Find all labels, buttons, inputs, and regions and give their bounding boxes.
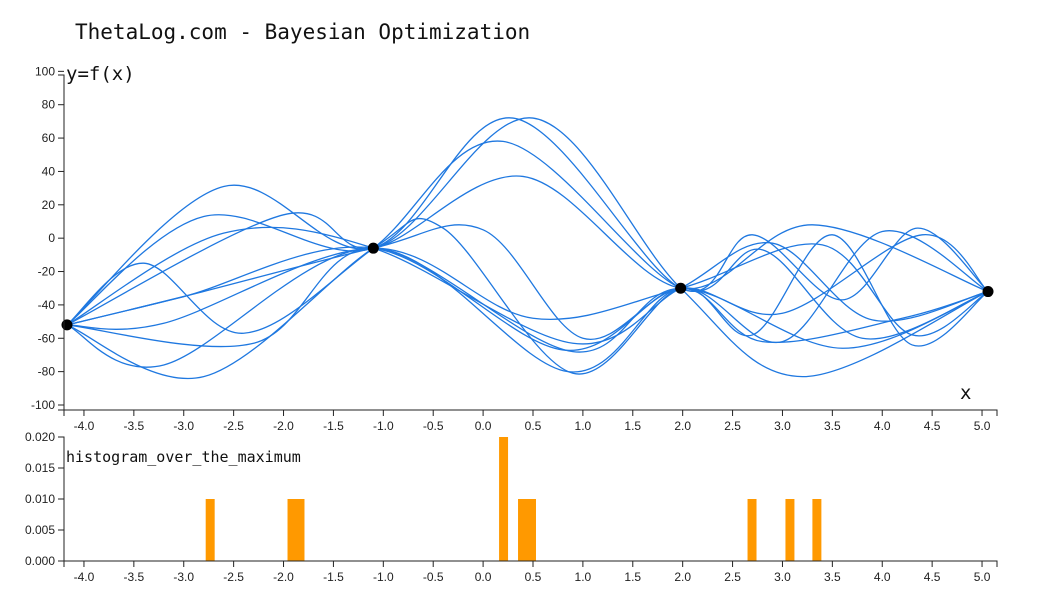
bottom-x-tick-label: -3.5 xyxy=(124,570,145,584)
bottom-x-tick-label: -2.0 xyxy=(273,570,294,584)
sample-curve xyxy=(66,243,989,337)
x-axis-label: x xyxy=(960,382,971,404)
bottom-x-tick-label: 2.0 xyxy=(674,570,691,584)
top-x-tick-label: -2.5 xyxy=(223,419,244,433)
top-x-tick-label: -1.5 xyxy=(323,419,344,433)
bottom-x-tick-label: 4.0 xyxy=(874,570,891,584)
bottom-x-tick-label: -1.0 xyxy=(373,570,394,584)
sample-curves xyxy=(66,117,989,380)
bottom-y-tick-label: 0.015 xyxy=(25,461,55,475)
top-x-tick-label: -2.0 xyxy=(273,419,294,433)
top-x-tick-label: -3.0 xyxy=(173,419,194,433)
sample-curve xyxy=(66,224,989,341)
observed-point xyxy=(982,286,994,298)
bottom-x-tick-label: -4.0 xyxy=(74,570,95,584)
top-x-tick-label: 1.0 xyxy=(575,419,592,433)
top-y-tick-label: -40 xyxy=(38,298,56,312)
histogram-label: histogram_over_the_maximum xyxy=(66,448,301,466)
bottom-y-tick-label: 0.020 xyxy=(25,430,55,444)
top-y-tick-label: 0 xyxy=(48,231,55,245)
top-x-tick-label: -4.0 xyxy=(74,419,95,433)
bottom-x-tick-label: -0.5 xyxy=(423,570,444,584)
top-x-tick-label: 4.0 xyxy=(874,419,891,433)
top-y-tick-label: -80 xyxy=(38,365,56,379)
sample-curve xyxy=(66,117,989,378)
bottom-y-tick-label: 0.000 xyxy=(25,554,55,568)
histogram-bar xyxy=(499,437,509,561)
top-y-axis-line xyxy=(58,74,65,411)
sample-curve xyxy=(66,230,989,373)
top-x-tick-label: 1.5 xyxy=(624,419,641,433)
bottom-x-tick-label: 1.0 xyxy=(575,570,592,584)
bottom-x-axis-line xyxy=(63,560,998,567)
function-samples-chart: -100 -80 -60 -40 -20 0 20 40 60 80 100 -4.0 -3.5 -3.0… xyxy=(31,63,998,433)
top-x-tick-label: 2.0 xyxy=(674,419,691,433)
top-x-tick-label: 0.5 xyxy=(525,419,542,433)
top-y-tick-label: -20 xyxy=(38,265,56,279)
bottom-x-tick-label: -2.5 xyxy=(223,570,244,584)
bottom-x-tick-label: 1.5 xyxy=(624,570,641,584)
top-x-tick-label: -0.5 xyxy=(423,419,444,433)
top-x-tick-label: 3.0 xyxy=(774,419,791,433)
bottom-x-tick-label: 3.5 xyxy=(824,570,841,584)
bottom-x-tick-label: 5.0 xyxy=(974,570,991,584)
top-x-axis-line xyxy=(63,409,998,416)
sample-curve xyxy=(66,117,989,326)
histogram-bar xyxy=(812,499,822,561)
histogram-bar xyxy=(518,499,536,561)
bottom-x-tick-label: -1.5 xyxy=(323,570,344,584)
histogram-chart: 0.000 0.005 0.010 0.015 0.020 -4.0 -3.5 -3.0 -2.… xyxy=(25,430,998,584)
bottom-y-tick-label: 0.005 xyxy=(25,523,55,537)
histogram-bar xyxy=(205,499,215,561)
top-y-tick-label: -60 xyxy=(38,331,56,345)
top-x-tick-label: 0.0 xyxy=(475,419,492,433)
top-axes: -100 -80 -60 -40 -20 0 20 40 60 80 100 -4.0 -3.5 -3.0… xyxy=(31,64,998,433)
top-x-tick-label: 4.5 xyxy=(924,419,941,433)
top-y-tick-label: -100 xyxy=(31,398,55,412)
histogram-bar xyxy=(287,499,305,561)
histogram-bars xyxy=(205,437,822,561)
top-y-tick-label: 60 xyxy=(42,131,56,145)
top-x-tick-label: 2.5 xyxy=(724,419,741,433)
top-y-tick-label: 80 xyxy=(42,98,56,112)
sample-curve xyxy=(66,226,989,345)
bottom-y-tick-label: 0.010 xyxy=(25,492,55,506)
sample-curve xyxy=(66,218,989,380)
bottom-axes: 0.000 0.005 0.010 0.015 0.020 -4.0 -3.5 -3.0 -2.… xyxy=(25,430,998,584)
page-title: ThetaLog.com - Bayesian Optimization xyxy=(75,20,531,44)
observed-point xyxy=(61,319,73,331)
top-y-tick-label: 100 xyxy=(35,64,55,78)
top-x-tick-label: -3.5 xyxy=(124,419,145,433)
histogram-bar xyxy=(785,499,795,561)
top-y-tick-label: 40 xyxy=(42,164,56,178)
bottom-x-tick-label: 2.5 xyxy=(724,570,741,584)
bottom-x-tick-label: 0.0 xyxy=(475,570,492,584)
sample-curve xyxy=(66,246,989,351)
histogram-bar xyxy=(747,499,757,561)
bottom-x-tick-label: -3.0 xyxy=(173,570,194,584)
top-x-tick-label: 5.0 xyxy=(974,419,991,433)
y-axis-label: y=f(x) xyxy=(66,63,135,85)
bottom-x-tick-label: 3.0 xyxy=(774,570,791,584)
sample-curve xyxy=(66,175,989,326)
top-x-tick-label: -1.0 xyxy=(373,419,394,433)
top-y-tick-label: 20 xyxy=(42,198,56,212)
bottom-x-tick-label: 0.5 xyxy=(525,570,542,584)
bottom-x-tick-label: 4.5 xyxy=(924,570,941,584)
observed-point xyxy=(367,242,379,254)
observed-point xyxy=(675,282,687,294)
top-x-tick-label: 3.5 xyxy=(824,419,841,433)
